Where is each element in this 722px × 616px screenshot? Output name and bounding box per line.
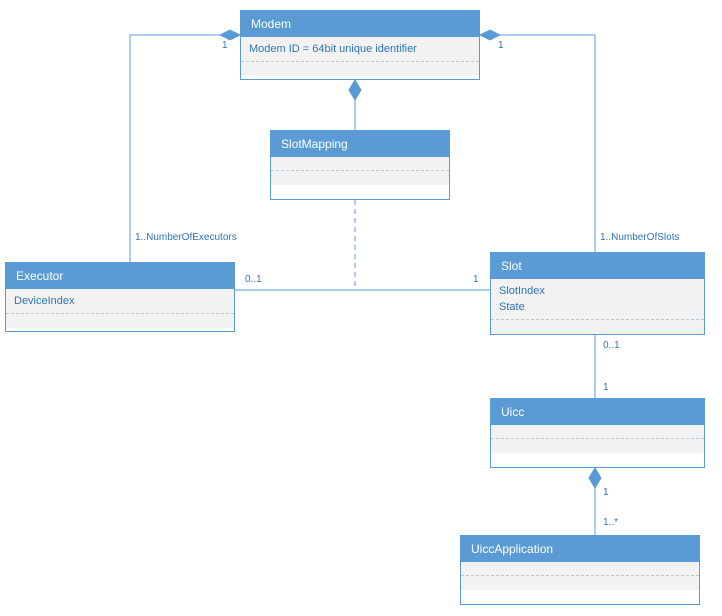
class-executor-body: DeviceIndex <box>6 289 234 328</box>
class-slotmapping-title: SlotMapping <box>271 131 449 157</box>
class-executor-title: Executor <box>6 263 234 289</box>
class-uiccapplication-title: UiccApplication <box>461 536 699 562</box>
mult-uicc-app-bottom: 1..* <box>603 517 618 528</box>
edge-modem-executor <box>130 30 240 262</box>
mult-modem-slot-top: 1 <box>498 40 504 51</box>
class-uiccapplication-body <box>461 562 699 590</box>
class-uicc-title: Uicc <box>491 399 704 425</box>
modem-attr-0: Modem ID = 64bit unique identifier <box>249 41 471 57</box>
class-slotmapping-body <box>271 157 449 185</box>
slot-attr-1: State <box>499 299 696 315</box>
mult-slot-uicc-top: 0..1 <box>603 340 620 351</box>
mult-modem-slot-bottom: 1..NumberOfSlots <box>600 232 679 243</box>
diagram-canvas: 1 1..NumberOfExecutors 1 1..NumberOfSlot… <box>0 0 722 616</box>
class-slot: Slot SlotIndex State <box>490 252 705 335</box>
class-slot-title: Slot <box>491 253 704 279</box>
mult-modem-exec-bottom: 1..NumberOfExecutors <box>135 232 237 243</box>
class-modem-body: Modem ID = 64bit unique identifier <box>241 37 479 76</box>
mult-slot-uicc-bottom: 1 <box>603 382 609 393</box>
class-uicc-body <box>491 425 704 453</box>
edge-uicc-uiccapp <box>589 468 601 535</box>
slot-attr-0: SlotIndex <box>499 283 696 299</box>
mult-exec-slot-left: 0..1 <box>245 274 262 285</box>
executor-attr-0: DeviceIndex <box>14 293 226 309</box>
edge-modem-slot <box>480 30 595 252</box>
class-slot-body: SlotIndex State <box>491 279 704 334</box>
class-uiccapplication: UiccApplication <box>460 535 700 605</box>
class-executor: Executor DeviceIndex <box>5 262 235 332</box>
mult-uicc-app-top: 1 <box>603 487 609 498</box>
edge-modem-slotmapping <box>349 80 361 130</box>
mult-modem-exec-top: 1 <box>222 40 228 51</box>
mult-exec-slot-right: 1 <box>473 274 479 285</box>
class-uicc: Uicc <box>490 398 705 468</box>
class-modem: Modem Modem ID = 64bit unique identifier <box>240 10 480 80</box>
class-modem-title: Modem <box>241 11 479 37</box>
class-slotmapping: SlotMapping <box>270 130 450 200</box>
